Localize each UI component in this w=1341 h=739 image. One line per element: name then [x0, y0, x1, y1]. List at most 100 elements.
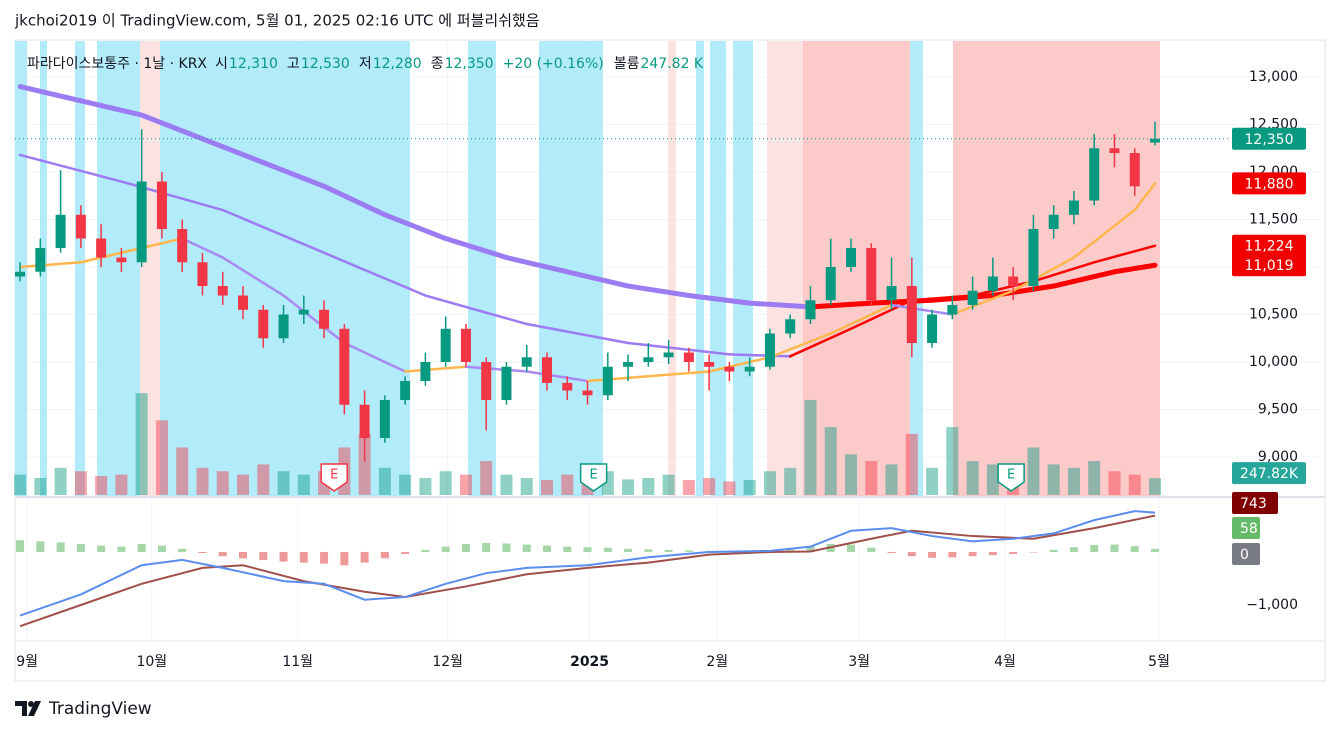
- moving-average: [951, 289, 1015, 316]
- volume-bar: [399, 474, 412, 495]
- candle-body: [298, 309, 309, 315]
- moving-average: [140, 237, 184, 250]
- macd-histogram: [624, 548, 633, 552]
- moving-average: [403, 365, 468, 373]
- candle-body: [724, 366, 735, 372]
- moving-average: [18, 261, 83, 269]
- price-tag: [1232, 234, 1306, 257]
- price-tag: [1232, 127, 1306, 150]
- candle-body: [460, 328, 471, 363]
- price-tag-label: 11,880: [1245, 176, 1294, 192]
- macd-histogram: [482, 542, 491, 552]
- volume-bar: [1088, 461, 1101, 495]
- macd-histogram: [421, 549, 430, 552]
- candle-body: [278, 314, 289, 339]
- candle-body: [15, 271, 26, 277]
- moving-average: [707, 356, 772, 373]
- y-tick-label: 11,500: [1249, 212, 1298, 228]
- price-tag-label: 11,224: [1245, 239, 1294, 255]
- moving-average: [503, 255, 570, 275]
- volume-bar: [824, 427, 837, 495]
- moving-average: [343, 341, 407, 373]
- candle-body: [704, 362, 715, 367]
- zone: [767, 41, 803, 496]
- candle-body: [96, 238, 107, 258]
- moving-average: [1011, 256, 1076, 293]
- y-tick-label: 9,500: [1258, 402, 1298, 418]
- zone: [696, 41, 704, 496]
- macd-histogram: [988, 551, 997, 556]
- moving-average: [282, 294, 346, 345]
- zone: [140, 41, 160, 496]
- volume-bar: [297, 474, 310, 495]
- volume-bar: [14, 474, 27, 495]
- moving-average: [1092, 244, 1157, 264]
- macd-histogram: [1049, 549, 1058, 552]
- macd-histogram: [380, 551, 389, 559]
- zone: [910, 41, 923, 496]
- zone: [803, 41, 910, 496]
- macd-histogram: [157, 545, 166, 552]
- candle-body: [359, 404, 370, 439]
- moving-average: [910, 294, 974, 302]
- volume-bar: [439, 471, 452, 495]
- macd-histogram: [603, 547, 612, 552]
- volume-bar: [1027, 447, 1040, 495]
- moving-average: [464, 365, 528, 373]
- candle-body: [683, 352, 694, 363]
- macd-tag: [1232, 517, 1260, 539]
- moving-average: [768, 332, 832, 359]
- macd-histogram: [1110, 544, 1119, 552]
- candle-body: [947, 305, 958, 315]
- macd-histogram: [117, 546, 126, 552]
- moving-average: [1051, 269, 1117, 289]
- macd-histogram: [806, 546, 815, 552]
- moving-average: [890, 303, 954, 316]
- candle-body: [1109, 148, 1120, 154]
- macd-histogram: [239, 551, 248, 559]
- macd-histogram: [76, 544, 85, 552]
- volume-bar: [176, 447, 189, 495]
- moving-average: [1072, 208, 1136, 259]
- candle-body: [846, 248, 857, 268]
- moving-average: [382, 212, 449, 242]
- volume-bar: [905, 433, 918, 495]
- macd-histogram: [198, 551, 207, 554]
- event-label: E: [1007, 468, 1015, 483]
- candle-body: [906, 286, 917, 344]
- legend-text: 저: [359, 56, 372, 72]
- moving-average: [18, 153, 123, 183]
- y-tick-label: 9,000: [1258, 449, 1298, 465]
- event-label: E: [330, 468, 338, 483]
- legend-text: 247.82 K: [640, 56, 703, 72]
- volume-bar: [115, 474, 128, 495]
- candle-body: [1129, 153, 1140, 187]
- candle-body: [481, 362, 492, 401]
- logo-mark: [15, 701, 27, 716]
- x-tick-label: 5월: [1148, 654, 1170, 670]
- volume-bar: [216, 471, 229, 495]
- volume-bar: [541, 480, 554, 495]
- macd-histogram: [401, 551, 410, 555]
- macd-histogram: [441, 546, 450, 552]
- moving-average: [747, 300, 813, 310]
- signal-zones: [15, 41, 1160, 496]
- price-tag: [1232, 254, 1306, 277]
- volume-bar: [277, 471, 290, 495]
- price-tag-label: 11,019: [1245, 258, 1294, 274]
- volume-bar: [885, 464, 898, 495]
- moving-average: [626, 341, 731, 356]
- macd-histogram: [16, 540, 25, 552]
- candle-body: [805, 300, 816, 320]
- moving-average: [17, 84, 84, 104]
- zone: [668, 41, 676, 496]
- candle-body: [866, 248, 877, 301]
- moving-average: [443, 236, 509, 261]
- candle-body: [521, 357, 532, 367]
- macd-histogram: [543, 545, 552, 552]
- volume-bar: [419, 478, 432, 495]
- candle-body: [1048, 214, 1059, 230]
- macd-histogram: [1090, 545, 1099, 552]
- candle-body: [623, 362, 634, 367]
- moving-average: [625, 283, 692, 299]
